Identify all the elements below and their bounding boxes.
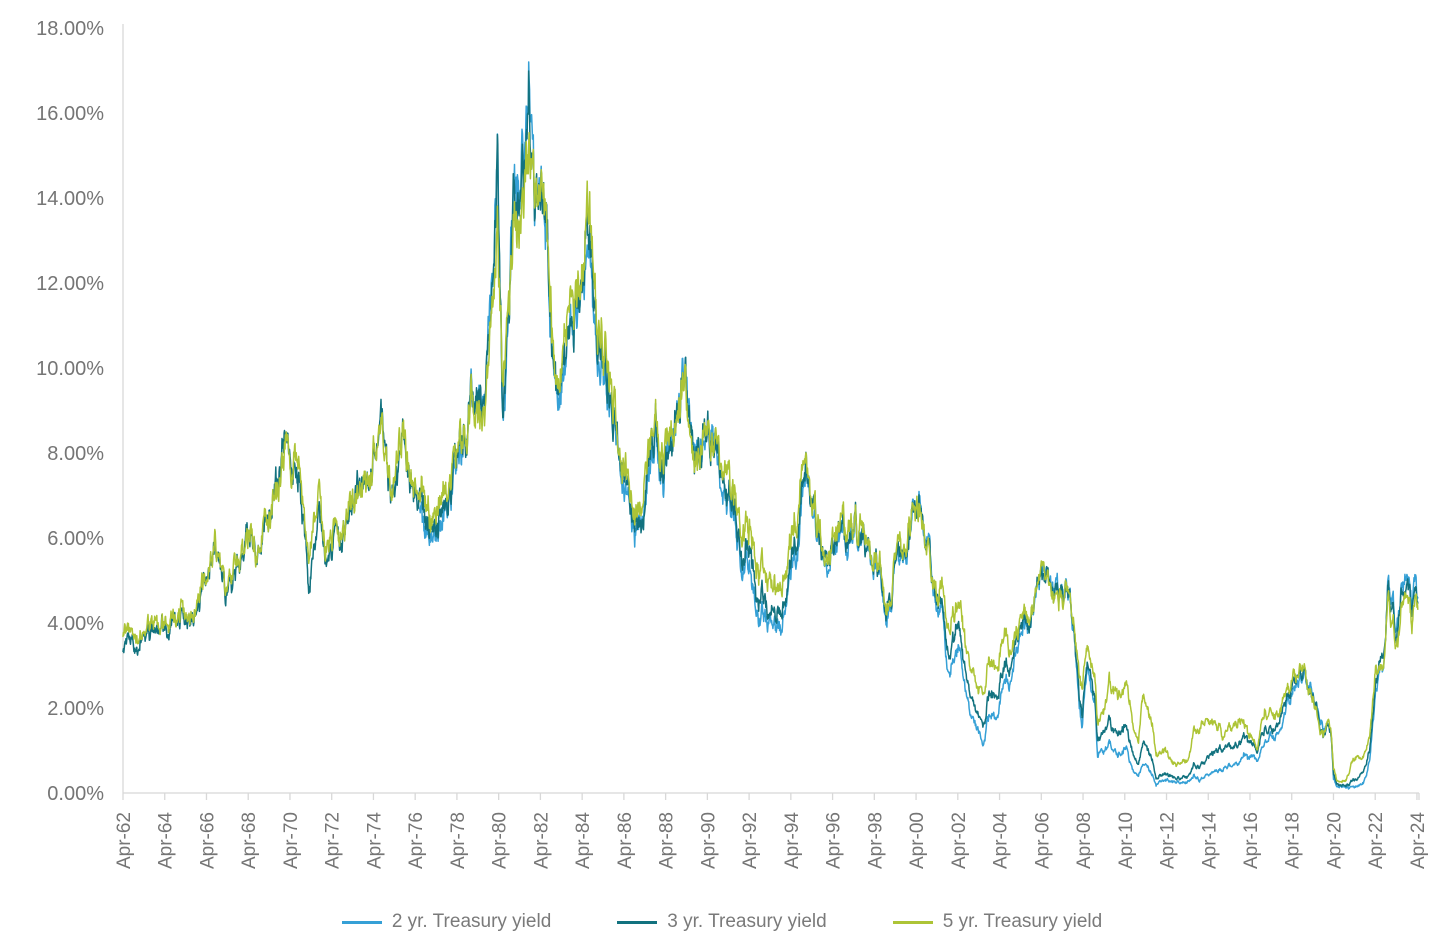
x-axis-tick-label: Apr-68 — [239, 812, 260, 869]
x-axis-tick-label: Apr-96 — [824, 812, 845, 869]
series-line-5yr — [122, 131, 1419, 784]
x-axis-tick-label: Apr-02 — [949, 812, 970, 869]
x-axis-tick-label: Apr-66 — [197, 812, 218, 869]
x-axis-tick-label: Apr-06 — [1032, 812, 1053, 869]
y-axis-tick-label: 16.00% — [36, 103, 104, 125]
x-axis-tick-label: Apr-74 — [364, 812, 385, 869]
y-axis-tick-label: 18.00% — [36, 18, 104, 40]
x-axis-tick-label: Apr-76 — [406, 812, 427, 869]
x-axis-tick-label: Apr-04 — [991, 812, 1012, 869]
legend-item-3yr-treasury-yield: 3 yr. Treasury yield — [617, 911, 827, 933]
y-axis-tick-label: 0.00% — [47, 783, 104, 805]
y-axis-tick-label: 14.00% — [36, 188, 104, 210]
x-axis-tick-label: Apr-18 — [1283, 812, 1304, 869]
legend-item-2yr-treasury-yield: 2 yr. Treasury yield — [341, 911, 552, 933]
x-axis-tick-label: Apr-92 — [740, 812, 761, 869]
series-line-2yr — [419, 61, 1419, 790]
x-axis-tick-label: Apr-98 — [865, 812, 886, 869]
x-axis-tick-label: Apr-22 — [1366, 812, 1387, 869]
legend-label-2yr: 2 yr. Treasury yield — [391, 911, 552, 932]
legend-label-5yr: 5 yr. Treasury yield — [942, 911, 1103, 932]
x-axis-tick-label: Apr-94 — [782, 812, 803, 869]
x-axis-tick-label: Apr-08 — [1074, 812, 1095, 869]
x-axis-tick-label: Apr-88 — [657, 812, 678, 869]
x-axis-tick-label: Apr-62 — [114, 812, 135, 869]
legend-label-3yr: 3 yr. Treasury yield — [667, 911, 827, 932]
x-axis-tick-label: Apr-14 — [1199, 812, 1220, 869]
y-axis-tick-label: 12.00% — [36, 273, 104, 295]
y-axis-tick-label: 8.00% — [47, 443, 104, 465]
x-axis-tick-label: Apr-12 — [1158, 812, 1179, 869]
chart-legend: 2 yr. Treasury yield 3 yr. Treasury yiel… — [0, 903, 1444, 941]
x-axis-tick-label: Apr-20 — [1324, 812, 1345, 869]
y-axis-tick-label: 4.00% — [47, 613, 104, 635]
y-axis-tick-label: 10.00% — [36, 358, 104, 380]
legend-swatch-3yr — [617, 920, 658, 924]
legend-swatch-5yr — [892, 920, 933, 924]
x-axis-tick-label: Apr-84 — [573, 812, 594, 869]
x-axis-tick-label: Apr-78 — [448, 812, 469, 869]
series-line-3yr — [122, 70, 1419, 788]
x-axis-tick-label: Apr-24 — [1408, 812, 1429, 869]
x-axis-tick-label: Apr-10 — [1116, 812, 1137, 869]
x-axis-tick-label: Apr-00 — [907, 812, 928, 869]
x-axis-tick-label: Apr-82 — [531, 812, 552, 869]
x-axis-tick-label: Apr-72 — [323, 812, 344, 869]
legend-swatch-2yr — [341, 920, 382, 924]
x-axis-tick-label: Apr-70 — [281, 812, 302, 869]
legend-item-5yr-treasury-yield: 5 yr. Treasury yield — [892, 911, 1103, 933]
y-axis-tick-label: 2.00% — [47, 698, 104, 720]
x-axis-tick-label: Apr-80 — [490, 812, 511, 869]
x-axis-tick-label: Apr-86 — [615, 812, 636, 869]
y-axis-tick-label: 6.00% — [47, 528, 104, 550]
x-axis-tick-label: Apr-64 — [156, 812, 177, 869]
x-axis-tick-label: Apr-16 — [1241, 812, 1262, 869]
x-axis-tick-label: Apr-90 — [698, 812, 719, 869]
